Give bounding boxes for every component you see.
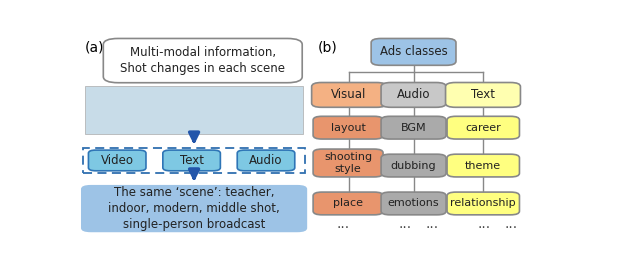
Text: relationship: relationship <box>451 198 516 209</box>
FancyBboxPatch shape <box>447 192 520 215</box>
FancyBboxPatch shape <box>381 82 446 107</box>
FancyBboxPatch shape <box>447 116 520 139</box>
FancyBboxPatch shape <box>85 86 303 134</box>
Text: shooting
style: shooting style <box>324 152 372 174</box>
Text: Visual: Visual <box>332 88 367 101</box>
Text: dubbing: dubbing <box>391 161 436 171</box>
FancyBboxPatch shape <box>381 154 446 177</box>
Text: Text: Text <box>180 154 204 167</box>
Text: Audio: Audio <box>397 88 430 101</box>
Text: The same ‘scene’: teacher,
indoor, modern, middle shot,
single-person broadcast: The same ‘scene’: teacher, indoor, moder… <box>108 186 280 231</box>
FancyBboxPatch shape <box>381 192 446 215</box>
FancyBboxPatch shape <box>103 39 302 83</box>
FancyBboxPatch shape <box>88 150 146 171</box>
Text: ···: ··· <box>336 221 349 235</box>
FancyBboxPatch shape <box>313 149 383 177</box>
Text: (b): (b) <box>318 40 338 54</box>
FancyBboxPatch shape <box>313 192 383 215</box>
Text: Audio: Audio <box>249 154 283 167</box>
FancyBboxPatch shape <box>447 154 520 177</box>
Text: emotions: emotions <box>388 198 440 209</box>
Text: ···: ··· <box>426 221 439 235</box>
Text: layout: layout <box>331 123 365 133</box>
FancyBboxPatch shape <box>381 116 446 139</box>
Text: place: place <box>333 198 363 209</box>
FancyBboxPatch shape <box>81 185 307 232</box>
Bar <box>88 87 154 133</box>
Text: (a): (a) <box>85 40 104 54</box>
Text: Text: Text <box>471 88 495 101</box>
Bar <box>227 87 293 133</box>
Text: ···: ··· <box>505 221 518 235</box>
FancyBboxPatch shape <box>371 39 456 65</box>
Text: Multi-modal information,
Shot changes in each scene: Multi-modal information, Shot changes in… <box>120 46 285 75</box>
FancyBboxPatch shape <box>237 150 295 171</box>
FancyBboxPatch shape <box>312 82 387 107</box>
FancyBboxPatch shape <box>445 82 520 107</box>
Text: Ads classes: Ads classes <box>380 45 447 59</box>
Bar <box>157 87 224 133</box>
Text: Video: Video <box>100 154 134 167</box>
Text: theme: theme <box>465 161 501 171</box>
Text: ···: ··· <box>398 221 412 235</box>
FancyBboxPatch shape <box>313 116 383 139</box>
Text: career: career <box>465 123 501 133</box>
Text: ···: ··· <box>477 221 491 235</box>
Text: BGM: BGM <box>401 123 426 133</box>
FancyBboxPatch shape <box>163 150 220 171</box>
